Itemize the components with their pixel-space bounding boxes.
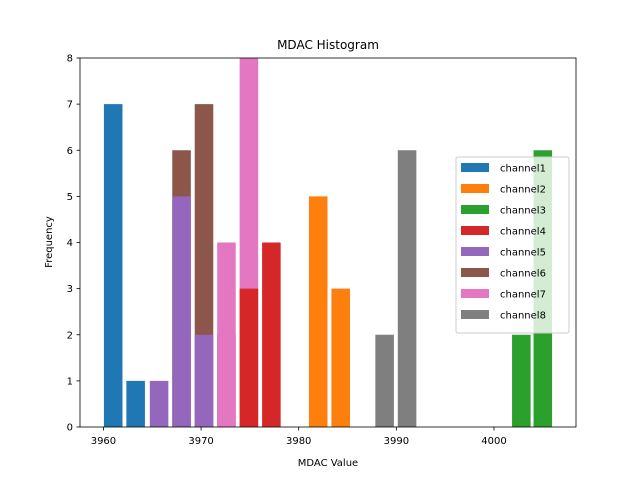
x-axis-ticks: 3960 3970 3980 3990 4000: [91, 427, 507, 447]
chart-title: MDAC Histogram: [277, 38, 379, 52]
bar-channel2-1: [331, 288, 350, 427]
legend-label-channel1: channel1: [500, 164, 546, 175]
bar-channel1-0: [103, 104, 123, 427]
legend-label-channel4: channel4: [500, 227, 546, 238]
bar-channel5-0: [149, 380, 169, 427]
y-tick-label-1: 1: [67, 376, 73, 387]
bar-channel4-1: [262, 242, 281, 427]
bar-channel8-1: [397, 150, 417, 427]
legend-swatch-channel3: [461, 205, 489, 214]
x-tick-label-3980: 3980: [286, 436, 311, 447]
y-tick-label-7: 7: [67, 100, 73, 111]
legend-label-channel7: channel7: [500, 290, 546, 301]
y-tick-label-0: 0: [67, 423, 73, 434]
legend-label-channel5: channel5: [500, 248, 546, 259]
x-tick-label-3960: 3960: [91, 436, 116, 447]
bar-channel1-1: [126, 380, 145, 427]
legend-swatch-channel5: [461, 247, 489, 256]
bar-channel5-1: [172, 196, 191, 427]
y-tick-label-6: 6: [67, 146, 73, 157]
legend-swatch-channel6: [461, 268, 489, 277]
y-axis-ticks: 0 1 2 3 4 5 6 7 8: [67, 54, 80, 434]
x-tick-label-4000: 4000: [481, 436, 506, 447]
y-tick-label-4: 4: [67, 238, 73, 249]
legend: channel1 channel2 channel3 channel4 channel5…: [455, 156, 570, 334]
legend-swatch-channel2: [461, 184, 489, 193]
legend-swatch-channel7: [461, 289, 489, 298]
y-tick-label-5: 5: [67, 192, 73, 203]
legend-swatch-channel8: [461, 310, 489, 319]
legend-label-channel6: channel6: [500, 269, 546, 280]
plot-frame: [79, 57, 577, 428]
bar-channel8-0: [375, 334, 394, 427]
legend-label-channel3: channel3: [500, 206, 546, 217]
x-tick-label-3970: 3970: [188, 436, 213, 447]
bar-channel3-0: [512, 334, 531, 427]
bar-channel2-0: [308, 196, 328, 427]
x-tick-label-3990: 3990: [384, 436, 409, 447]
legend-swatch-channel1: [461, 163, 489, 172]
y-axis-label: Frequency: [44, 216, 55, 268]
x-axis-label: MDAC Value: [298, 458, 358, 469]
legend-label-channel2: channel2: [500, 185, 546, 196]
y-tick-label-2: 2: [67, 330, 73, 341]
bar-channel4-0: [239, 288, 259, 427]
bars-layer: [103, 58, 553, 427]
bar-channel5-2: [194, 334, 214, 427]
bar-channel7-0: [217, 242, 236, 427]
y-tick-label-8: 8: [67, 54, 73, 65]
y-tick-label-3: 3: [67, 284, 73, 295]
legend-label-channel8: channel8: [500, 311, 546, 322]
legend-frame: [455, 156, 570, 334]
legend-swatch-channel4: [461, 226, 489, 235]
